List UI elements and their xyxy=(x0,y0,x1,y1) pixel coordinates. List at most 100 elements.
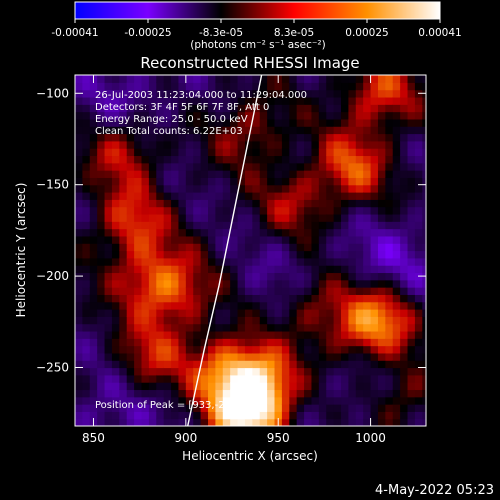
heatmap-cell xyxy=(208,323,216,332)
heatmap-cell xyxy=(422,184,426,193)
heatmap-cell xyxy=(289,235,298,244)
heatmap-cell xyxy=(89,330,98,339)
heatmap-cell xyxy=(75,96,83,105)
heatmap-cell xyxy=(363,96,372,105)
heatmap-cell xyxy=(274,192,283,200)
heatmap-cell xyxy=(422,221,426,230)
heatmap-cell xyxy=(134,309,143,317)
heatmap-cell xyxy=(97,352,106,361)
heatmap-cell xyxy=(363,323,372,332)
heatmap-cell xyxy=(274,89,283,98)
heatmap-cell xyxy=(377,213,386,222)
heatmap-cell xyxy=(326,257,335,266)
heatmap-cell xyxy=(178,243,187,252)
heatmap-cell xyxy=(414,374,423,383)
heatmap-cell xyxy=(200,338,209,347)
heatmap-cell xyxy=(82,374,91,383)
heatmap-cell xyxy=(363,367,372,376)
heatmap-cell xyxy=(377,418,386,426)
heatmap-cell xyxy=(341,140,350,149)
heatmap-cell xyxy=(208,287,216,295)
heatmap-cell xyxy=(111,235,120,244)
heatmap-cell xyxy=(252,148,261,157)
heatmap-cell xyxy=(274,396,283,405)
heatmap-cell xyxy=(296,250,305,259)
heatmap-cell xyxy=(222,199,231,208)
heatmap-cell xyxy=(230,96,239,105)
heatmap-cell xyxy=(370,75,379,83)
heatmap-cell xyxy=(341,301,350,310)
heatmap-cell xyxy=(252,411,261,420)
heatmap-cell xyxy=(259,118,268,127)
heatmap-cell xyxy=(274,411,283,420)
heatmap-cell xyxy=(237,111,246,120)
heatmap-cell xyxy=(208,389,216,398)
heatmap-cell xyxy=(363,184,372,193)
heatmap-cell xyxy=(104,118,113,127)
heatmap-cell xyxy=(414,301,423,310)
heatmap-cell xyxy=(244,199,253,208)
heatmap-cell xyxy=(141,75,150,83)
heatmap-cell xyxy=(97,265,106,274)
heatmap-cell xyxy=(296,382,305,391)
heatmap-cell xyxy=(126,367,135,376)
heatmap-cell xyxy=(259,213,268,222)
heatmap-cell xyxy=(141,126,150,135)
heatmap-cell xyxy=(363,221,372,230)
heatmap-cell xyxy=(385,235,394,244)
heatmap-cell xyxy=(267,118,276,127)
heatmap-cell xyxy=(97,323,106,332)
heatmap-cell xyxy=(252,272,261,281)
heatmap-cell xyxy=(296,404,305,412)
heatmap-cell xyxy=(200,177,209,186)
heatmap-cell xyxy=(341,287,350,295)
heatmap-cell xyxy=(341,382,350,391)
heatmap-cell xyxy=(230,374,239,383)
heatmap-cell xyxy=(193,272,202,281)
heatmap-cell xyxy=(363,374,372,383)
heatmap-cell xyxy=(141,352,150,361)
heatmap-cell xyxy=(156,396,165,405)
heatmap-cell xyxy=(385,360,394,369)
heatmap-cell xyxy=(392,82,401,91)
heatmap-cell xyxy=(126,235,135,244)
heatmap-cell xyxy=(200,126,209,135)
heatmap-cell xyxy=(208,104,216,113)
heatmap-cell xyxy=(185,257,194,266)
heatmap-cell xyxy=(289,192,298,200)
heatmap-cell xyxy=(267,338,276,347)
heatmap-cell xyxy=(355,418,364,426)
heatmap-cell xyxy=(274,199,283,208)
heatmap-cell xyxy=(119,418,128,426)
heatmap-cell xyxy=(111,396,120,405)
heatmap-cell xyxy=(185,228,194,237)
heatmap-cell xyxy=(244,111,253,120)
heatmap-cell xyxy=(252,118,261,127)
heatmap-cell xyxy=(208,184,216,193)
heatmap-cell xyxy=(385,75,394,83)
heatmap-cell xyxy=(156,199,165,208)
heatmap-cell xyxy=(326,170,335,178)
heatmap-cell xyxy=(259,309,268,317)
heatmap-cell xyxy=(222,228,231,237)
heatmap-cell xyxy=(341,338,350,347)
heatmap-cell xyxy=(75,374,83,383)
heatmap-cell xyxy=(208,235,216,244)
heatmap-cell xyxy=(193,294,202,303)
heatmap-cell xyxy=(341,272,350,281)
heatmap-cell xyxy=(355,192,364,200)
heatmap-cell xyxy=(208,272,216,281)
heatmap-cell xyxy=(422,279,426,288)
heatmap-cell xyxy=(215,345,224,354)
heatmap-cell xyxy=(341,389,350,398)
heatmap-cell xyxy=(392,374,401,383)
heatmap-cell xyxy=(348,148,357,157)
heatmap-cell xyxy=(119,301,128,310)
heatmap-cell xyxy=(318,265,327,274)
heatmap-cell xyxy=(326,287,335,295)
heatmap-cell xyxy=(341,235,350,244)
heatmap-cell xyxy=(141,360,150,369)
heatmap-cell xyxy=(392,367,401,376)
heatmap-cell xyxy=(244,301,253,310)
heatmap-cell xyxy=(333,279,342,288)
